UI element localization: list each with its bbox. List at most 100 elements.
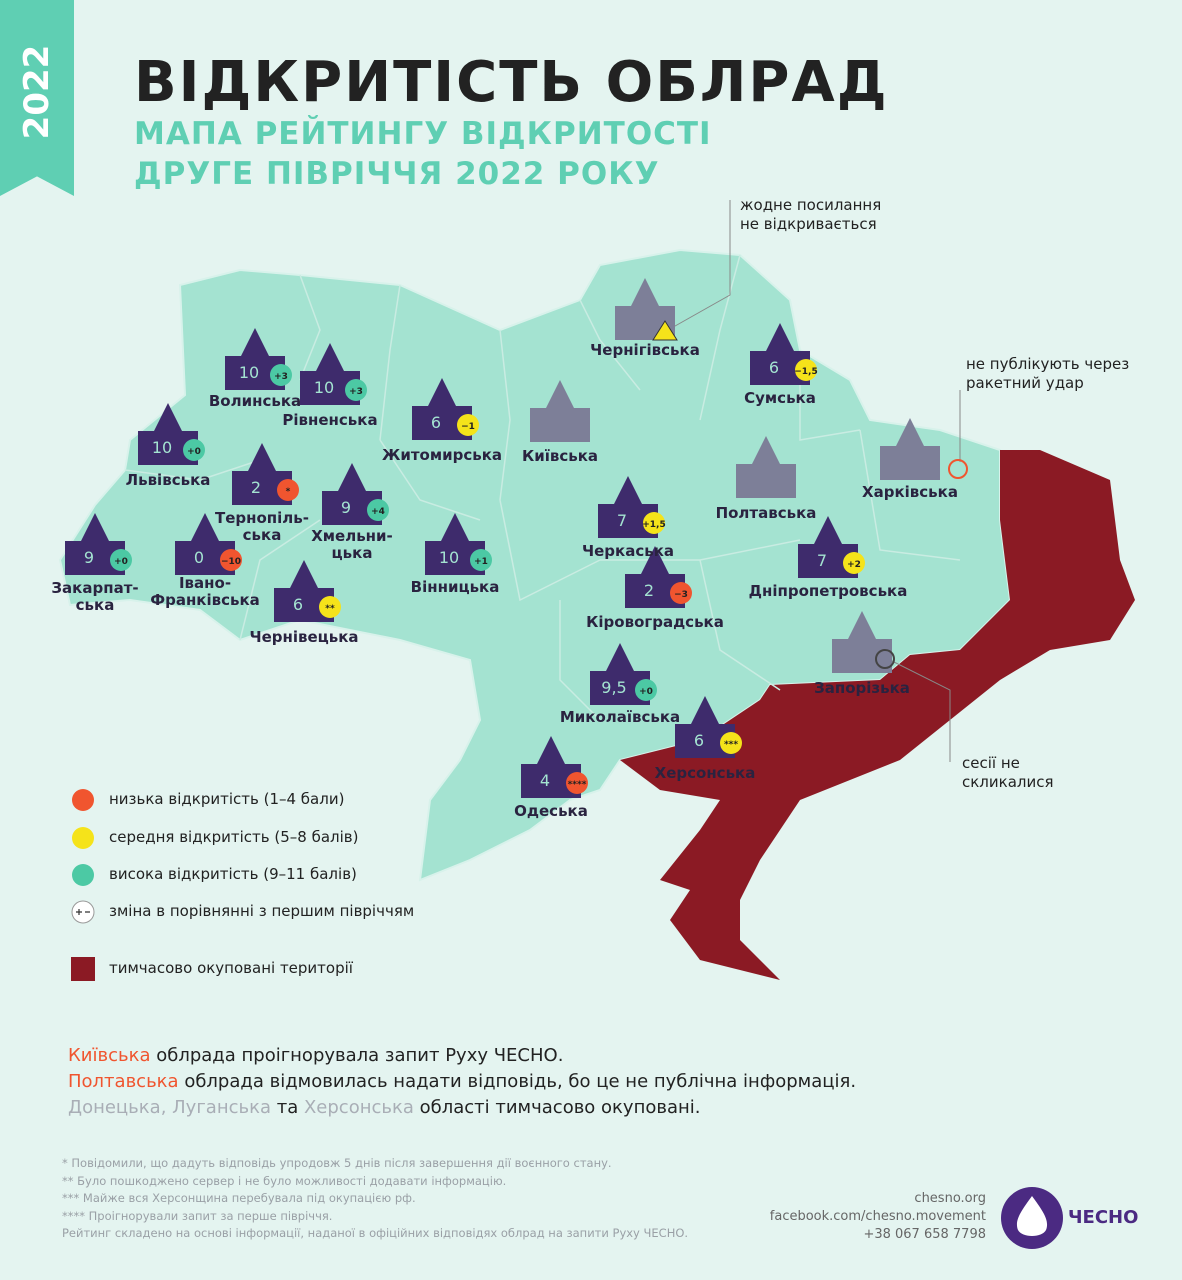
region-name: Львівська — [126, 472, 211, 489]
region-name: Житомирська — [382, 447, 502, 464]
building-roof — [290, 560, 318, 588]
change-badge — [110, 549, 132, 571]
region-name: Чернівецька — [249, 629, 358, 646]
legend-swatch — [72, 827, 94, 849]
contact: chesno.org — [914, 1191, 986, 1206]
annotation-line: жодне посилання — [740, 196, 882, 214]
contact: +38 067 658 7798 — [863, 1227, 986, 1242]
annotation-line: ракетний удар — [966, 374, 1084, 392]
region-name: Херсонська — [655, 765, 756, 782]
region-name: Київська — [522, 448, 598, 465]
change-badge — [319, 596, 341, 618]
building-roof — [614, 476, 642, 504]
subtitle: ДРУГЕ ПІВРІЧЧЯ 2022 РОКУ — [134, 156, 660, 192]
annotation-line: не відкривається — [740, 215, 877, 233]
footnote: * Повідомили, що дадуть відповідь упродо… — [62, 1156, 612, 1170]
change: +0 — [187, 447, 201, 457]
score: 6 — [431, 413, 441, 432]
score: 6 — [694, 731, 704, 750]
change: −3 — [674, 590, 688, 600]
title: ВІДКРИТІСТЬ ОБЛРАД — [134, 50, 889, 115]
region-name-line: Черкаська — [581, 542, 675, 560]
region-name-line: Запорізька — [814, 679, 910, 697]
score: 10 — [314, 378, 334, 397]
region-name: Івано- Франківська — [150, 575, 260, 609]
region-name-line: Закарпат- — [51, 579, 139, 597]
region-name: Миколаївська — [560, 709, 680, 726]
change-badge — [635, 679, 657, 701]
region-name-line: Миколаївська — [559, 708, 681, 726]
region-name-line: ська — [242, 526, 282, 544]
building-roof — [191, 513, 219, 541]
building-roof — [316, 343, 344, 371]
change: * — [286, 487, 291, 497]
building-roof — [248, 443, 276, 471]
building-roof — [81, 513, 109, 541]
change: −10 — [221, 557, 241, 567]
score: 6 — [293, 595, 303, 614]
building — [530, 408, 590, 442]
legend-label: середня відкритість (5–8 балів) — [109, 828, 359, 846]
change-badge — [470, 549, 492, 571]
change: +0 — [639, 687, 653, 697]
region-name: Чернігівська — [590, 342, 700, 359]
building-roof — [441, 513, 469, 541]
score: 7 — [617, 511, 627, 530]
building-roof — [752, 436, 780, 464]
score: 2 — [251, 478, 261, 497]
change-badge — [220, 549, 242, 571]
region-name: Черкаська — [582, 543, 674, 560]
building-roof — [896, 418, 924, 446]
legend-label: зміна в порівнянні з першим півріччям — [109, 902, 415, 920]
region-name-line: Вінницька — [410, 578, 500, 596]
annotation: жодне посилання не відкривається — [740, 196, 881, 234]
annotation: сесії не скликалися — [962, 754, 1054, 792]
score: 9 — [341, 498, 351, 517]
region-name-line: Житомирська — [381, 446, 503, 464]
building-roof — [691, 696, 719, 724]
change-badge — [843, 552, 865, 574]
region-name-line: Полтавська — [715, 504, 817, 522]
score: 2 — [644, 581, 654, 600]
note-part: області тимчасово окуповані. — [413, 1097, 701, 1118]
region-name-line: Волинська — [208, 392, 302, 410]
building-roof — [537, 736, 565, 764]
region-name: Рівненська — [282, 412, 377, 429]
logo-text: ЧЕСНО — [1068, 1207, 1139, 1228]
annotation: не публікують через ракетний удар — [966, 355, 1129, 393]
change-badge — [183, 439, 205, 461]
region-name: Хмельни-цька — [311, 528, 393, 562]
building-roof — [546, 380, 574, 408]
score: 9 — [84, 548, 94, 567]
region-name: Дніпропетровська — [749, 583, 908, 600]
region-name-line: Дніпропетровська — [748, 582, 908, 600]
legend-label: низька відкритість (1–4 бали) — [109, 790, 345, 808]
region-name: Харківська — [862, 484, 958, 501]
building-roof — [338, 463, 366, 491]
note-part: Херсонська — [303, 1097, 414, 1118]
change-badge — [270, 364, 292, 386]
legend-label: тимчасово окуповані території — [109, 959, 353, 977]
note-part: Київська — [68, 1045, 151, 1066]
region-name-line: Тернопіль- — [214, 509, 310, 527]
region-name: Волинська — [209, 393, 301, 410]
score: 7 — [817, 551, 827, 570]
region-name-line: Одеська — [514, 802, 588, 820]
note: Донецька, Луганська та Херсонська област… — [68, 1097, 701, 1118]
score: 0 — [194, 548, 204, 567]
region-name: Запорізька — [814, 680, 910, 697]
plus-minus-icon — [76, 909, 90, 915]
footnote: Рейтинг складено на основі інформації, н… — [62, 1226, 689, 1240]
legend-swatch — [71, 957, 95, 981]
subtitle: МАПА РЕЙТИНГУ ВІДКРИТОСТІ — [134, 116, 712, 152]
change-badge — [566, 772, 588, 794]
legend-label: висока відкритість (9–11 балів) — [109, 865, 357, 883]
legend-swatch — [71, 900, 95, 924]
change: +2 — [847, 560, 861, 570]
change: +0 — [114, 557, 128, 567]
change: +4 — [371, 507, 385, 517]
score: 6 — [769, 358, 779, 377]
building-roof — [154, 403, 182, 431]
note: Полтавська облрада відмовилась надати ві… — [68, 1071, 856, 1092]
change-badge — [795, 359, 817, 381]
